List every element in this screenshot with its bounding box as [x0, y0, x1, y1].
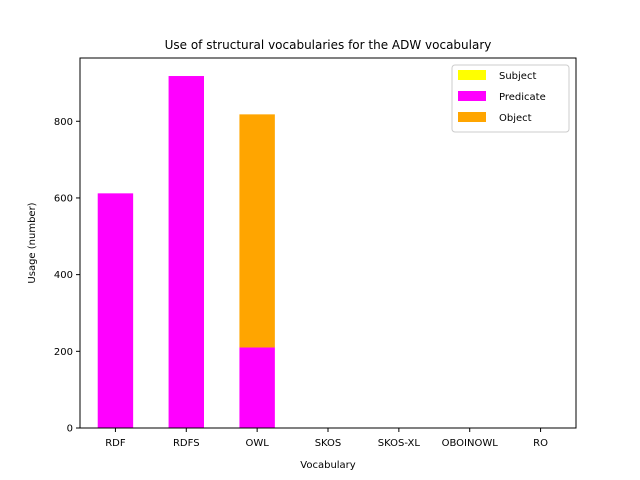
x-tick-label-skos-xl: SKOS-XL [378, 438, 421, 449]
x-tick-label-owl: OWL [245, 438, 269, 449]
y-tick-label: 600 [54, 193, 73, 204]
x-tick-label-rdf: RDF [105, 438, 126, 449]
legend-items: Subject Predicate Object [458, 70, 546, 124]
legend-label-object: Object [499, 113, 532, 124]
legend-swatch-subject [458, 70, 486, 80]
legend-label-subject: Subject [499, 71, 536, 82]
bar-object-owl [239, 114, 275, 348]
bar-predicate-owl [239, 347, 275, 428]
x-axis-ticks: RDF RDFS OWL SKOS SKOS-XL OBOINOWL RO [105, 428, 548, 449]
x-tick-label-skos: SKOS [315, 438, 342, 449]
y-tick-label: 800 [54, 117, 73, 128]
x-tick-label-oboinowl: OBOINOWL [442, 438, 499, 449]
y-tick-label: 400 [54, 270, 73, 281]
y-tick-label: 200 [54, 347, 73, 358]
bars-layer [97, 76, 275, 429]
x-tick-label-rdfs: RDFS [173, 438, 200, 449]
y-tick-label: 0 [67, 424, 73, 435]
bar-predicate-rdfs [168, 76, 204, 429]
y-axis-label: Usage (number) [27, 202, 38, 283]
x-tick-label-ro: RO [533, 438, 548, 449]
chart-title: Use of structural vocabularies for the A… [165, 38, 492, 52]
legend: Subject Predicate Object [451, 64, 570, 133]
bar-predicate-rdf [97, 193, 134, 428]
y-axis-ticks: 0 200 400 600 800 [54, 117, 80, 435]
legend-swatch-object [458, 112, 486, 122]
x-axis-label: Vocabulary [300, 460, 356, 471]
legend-label-predicate: Predicate [499, 92, 546, 103]
legend-swatch-predicate [458, 91, 486, 101]
